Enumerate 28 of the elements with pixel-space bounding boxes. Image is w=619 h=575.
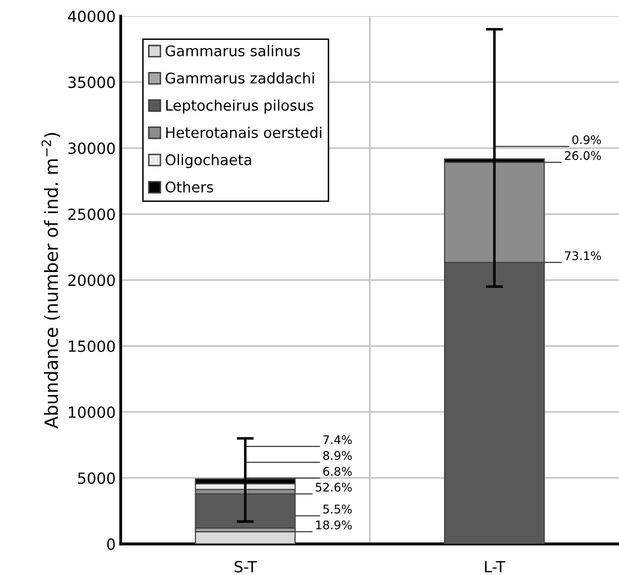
annotation: 6.8% [323, 466, 352, 476]
bar [194, 531, 296, 544]
y-tick-label: 0 [107, 538, 115, 550]
y-tick-label: 35000 [68, 76, 115, 88]
y-axis-title: Abundance (number of ind. m$^{−2}$) [42, 133, 60, 428]
annotation: 52.6% [316, 482, 352, 492]
annotation: 8.9% [323, 451, 352, 460]
y-tick-label: 40000 [68, 10, 115, 22]
annotation: 5.5% [323, 504, 352, 514]
legend-label: Gammarus zaddachi [166, 72, 314, 84]
y-tick-label: 5000 [78, 472, 115, 484]
legend-label: Others [166, 181, 214, 193]
y-tick-label: 20000 [68, 274, 115, 286]
x-tick-label: S-T [234, 560, 257, 572]
y-tick-label: 10000 [68, 406, 115, 418]
legend-label: Oligochaeta [166, 154, 252, 168]
y-tick-label: 30000 [68, 142, 115, 154]
x-tick-label: L-T [485, 561, 506, 572]
legend-label: Leptocheirus pilosus [166, 100, 314, 114]
annotation: 18.9% [316, 520, 352, 530]
y-tick-label: 25000 [68, 208, 115, 220]
annotation: 0.9% [572, 135, 601, 144]
annotation: 73.1% [565, 251, 601, 260]
annotation: 7.4% [323, 435, 352, 444]
legend-label: Gammarus salinus [166, 45, 300, 56]
annotation: 26.0% [564, 151, 601, 160]
legend-label: Heterotanais oerstedi [166, 126, 322, 138]
y-tick-label: 15000 [68, 340, 115, 352]
